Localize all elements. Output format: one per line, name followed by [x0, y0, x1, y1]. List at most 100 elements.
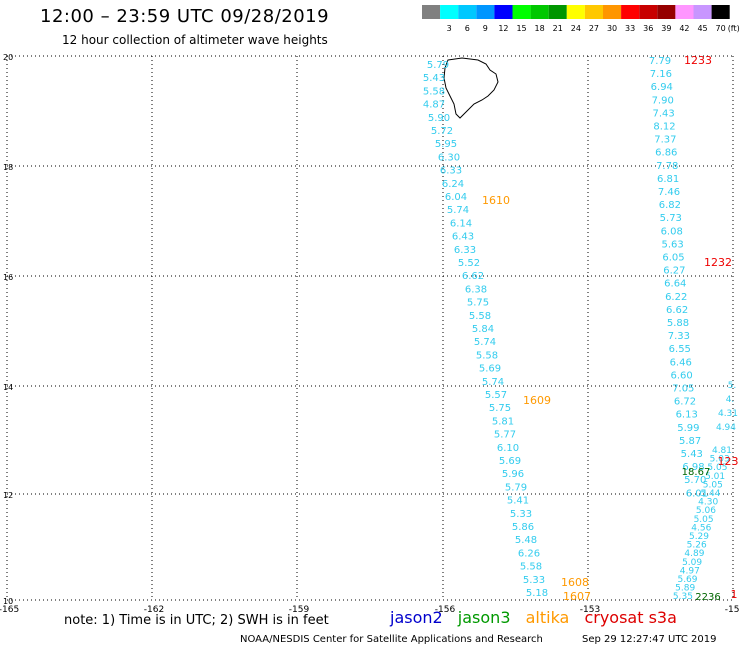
longitude-label: -156	[435, 605, 456, 615]
wave-height-value: 5.09	[682, 558, 702, 568]
scale-label: 18	[535, 24, 545, 33]
wave-height-value: 5.87	[679, 436, 701, 447]
scale-swatch	[693, 5, 712, 19]
scale-label: 12	[498, 24, 508, 33]
wave-height-value: 5.79	[427, 60, 449, 71]
scale-swatch	[639, 5, 658, 19]
wave-height-value: 5.63	[661, 239, 683, 250]
scale-swatch	[603, 5, 622, 19]
latitude-label: 18	[3, 163, 13, 172]
scale-label: 33	[625, 24, 635, 33]
wave-height-value: 6.98	[682, 462, 704, 473]
wave-height-value: 6.60	[670, 370, 692, 381]
wave-height-value: 7.79	[649, 56, 671, 67]
generated-timestamp: Sep 29 12:27:47 UTC 2019	[582, 634, 717, 645]
page-title: 12:00 – 23:59 UTC 09/28/2019	[40, 6, 330, 27]
wave-height-value: 5.26	[687, 541, 707, 551]
wave-height-value: 7.90	[652, 95, 674, 106]
wave-height-value: 5.88	[667, 318, 689, 329]
wave-height-value: 5.06	[696, 506, 716, 516]
wave-height-value: 5.86	[512, 522, 534, 533]
wave-height-value: 6.04	[445, 192, 467, 203]
wave-height-value: 7.37	[654, 135, 676, 146]
wave-height-value: 5.73	[660, 213, 682, 224]
wave-height-value: 5.96	[502, 469, 524, 480]
wave-height-value: 6.86	[655, 148, 677, 159]
longitude-label: -159	[289, 605, 310, 615]
wave-height-value: 6.24	[442, 179, 464, 190]
scale-swatch	[512, 5, 531, 19]
scale-unit: (ft)	[728, 24, 740, 33]
wave-height-value: 5.48	[515, 535, 537, 546]
map-frame	[7, 56, 733, 600]
wave-height-value: 5.43	[423, 73, 445, 84]
latitude-label: 10	[3, 597, 13, 606]
wave-height-value: 5.35	[673, 592, 693, 602]
wave-height-value: 5.41	[507, 496, 529, 507]
wave-height-value: 5.75	[467, 298, 489, 309]
pass-time-label: 1609	[523, 394, 551, 407]
scale-swatch	[657, 5, 676, 19]
pass-time-label: 1	[731, 588, 738, 601]
wave-height-value: 5.	[728, 381, 737, 391]
wave-height-value: 5.33	[510, 509, 532, 520]
wave-height-value: 5.75	[489, 403, 511, 414]
pass-time-label: 1233	[684, 54, 712, 67]
wave-height-value: 6.08	[661, 226, 683, 237]
scale-label: 6	[465, 24, 470, 33]
scale-swatch	[440, 5, 459, 19]
wave-height-value: 5.44	[700, 489, 720, 499]
pass-time-label: 1232	[704, 256, 732, 269]
wave-height-value: 5.52	[458, 258, 480, 269]
latitude-label: 12	[3, 491, 13, 500]
wave-height-value: 6.38	[465, 284, 487, 295]
wave-height-value: 5.77	[494, 430, 516, 441]
scale-swatch	[458, 5, 477, 19]
satellite-legend: jason2 jason3 altika cryosat s3a	[390, 608, 687, 627]
legend-cryosat-s3a: cryosat s3a	[584, 608, 677, 627]
wave-height-value: 6.14	[450, 218, 472, 229]
pass-time-label: 123	[718, 455, 739, 468]
wave-height-value: 4.30	[698, 498, 718, 508]
scale-swatch	[476, 5, 495, 19]
scale-swatch	[711, 5, 730, 19]
longitude-label: -150	[725, 605, 740, 615]
grid-lines	[6, 55, 734, 601]
page-subtitle: 12 hour collection of altimeter wave hei…	[62, 33, 328, 47]
wave-height-value: 5.69	[677, 575, 697, 585]
wave-height-value: 6.30	[438, 152, 460, 163]
wave-height-value: 6.94	[651, 82, 673, 93]
latitude-label: 20	[3, 53, 13, 62]
wave-height-value: 6.55	[669, 344, 691, 355]
wave-height-value: 5.05	[694, 515, 714, 525]
longitude-label: -162	[144, 605, 164, 615]
wave-height-value: 5.74	[447, 205, 469, 216]
wave-height-value: 5.74	[474, 337, 496, 348]
wave-height-value: 6.05	[662, 253, 684, 264]
scale-swatch	[675, 5, 694, 19]
scale-swatch	[566, 5, 585, 19]
wave-height-value: 5.90	[428, 113, 450, 124]
wave-height-value: 5.81	[492, 416, 514, 427]
scale-swatch	[548, 5, 567, 19]
wave-height-value: 7.46	[658, 187, 680, 198]
wave-height-value: 5.74	[482, 377, 504, 388]
scale-swatch	[530, 5, 549, 19]
wave-height-value: 6.46	[670, 357, 692, 368]
wave-height-value: 6.33	[454, 245, 476, 256]
scale-label: 9	[483, 24, 488, 33]
wave-height-value: 6.62	[462, 271, 484, 282]
scale-label: 21	[553, 24, 563, 33]
footnote: note: 1) Time is in UTC; 2) SWH is in fe…	[64, 613, 329, 628]
credit-line: NOAA/NESDIS Center for Satellite Applica…	[240, 634, 543, 645]
highlight-wave-value: 18.67	[682, 467, 711, 478]
scale-swatch	[584, 5, 603, 19]
wave-height-value: 5.95	[435, 139, 457, 150]
scale-label: 36	[643, 24, 653, 33]
scale-label: 30	[607, 24, 617, 33]
wave-tracks: 5.79 5.43 5.58 4.87 5.90 5.72 5.95 6.30 6.33 6.24…	[423, 54, 739, 603]
wave-height-value: 5.05	[703, 480, 723, 490]
wave-height-value: 4.94	[716, 423, 736, 433]
wave-height-value: 4.87	[423, 100, 445, 111]
wave-height-value: 6.10	[497, 443, 519, 454]
